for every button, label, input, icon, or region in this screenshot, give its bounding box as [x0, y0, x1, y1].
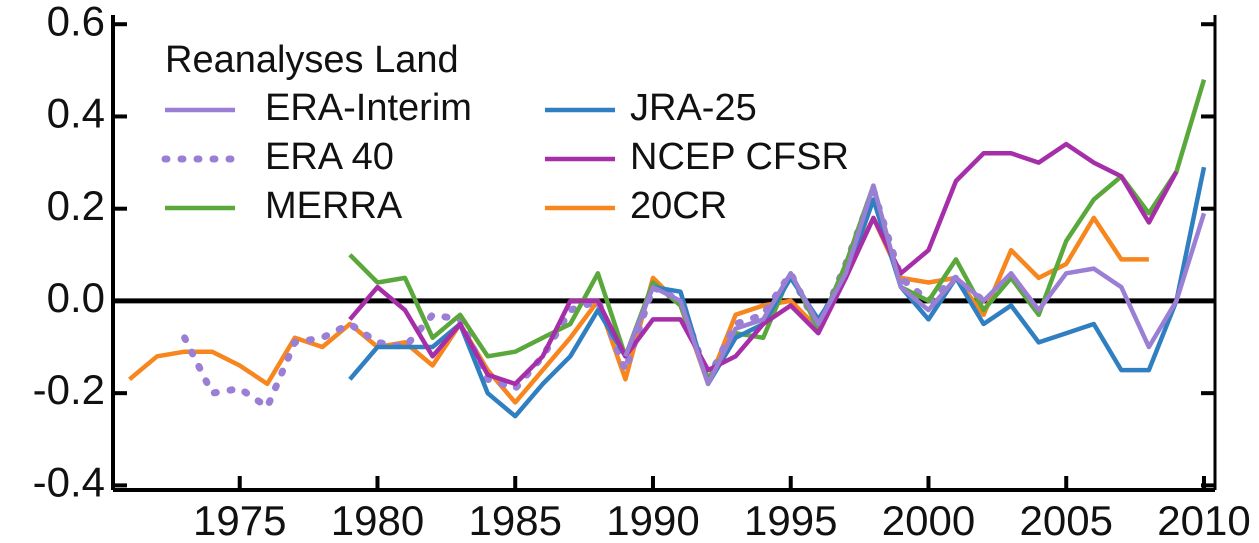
x-tick-label: 1990	[606, 497, 699, 538]
legend-title: Reanalyses Land	[165, 39, 459, 81]
x-tick-label: 1995	[744, 497, 837, 538]
series-line	[348, 166, 1207, 419]
series-line	[623, 183, 1207, 387]
legend-label: ERA-Interim	[265, 87, 472, 129]
series-line	[348, 141, 1179, 387]
legend-label: 20CR	[630, 185, 727, 227]
x-tick-label: 2010	[1157, 497, 1250, 538]
legend-label: MERRA	[265, 185, 403, 227]
x-tick-label: 1985	[469, 497, 562, 538]
x-tick-label: 2000	[882, 497, 975, 538]
legend-label: NCEP CFSR	[630, 136, 849, 178]
y-tick-label: 0.4	[47, 90, 105, 137]
legend-label: ERA 40	[265, 136, 394, 178]
y-tick-label: 0.2	[47, 182, 105, 229]
x-tick-label: 1975	[193, 497, 286, 538]
x-tick-label: 2005	[1020, 497, 1113, 538]
x-tick-label: 1980	[331, 497, 424, 538]
legend-label: JRA-25	[630, 87, 757, 129]
y-tick-label: 0.6	[47, 0, 105, 44]
series-line	[348, 78, 1207, 382]
y-tick-label: -0.4	[33, 458, 105, 505]
y-tick-label: -0.2	[33, 366, 105, 413]
y-tick-label: 0.0	[47, 274, 105, 321]
